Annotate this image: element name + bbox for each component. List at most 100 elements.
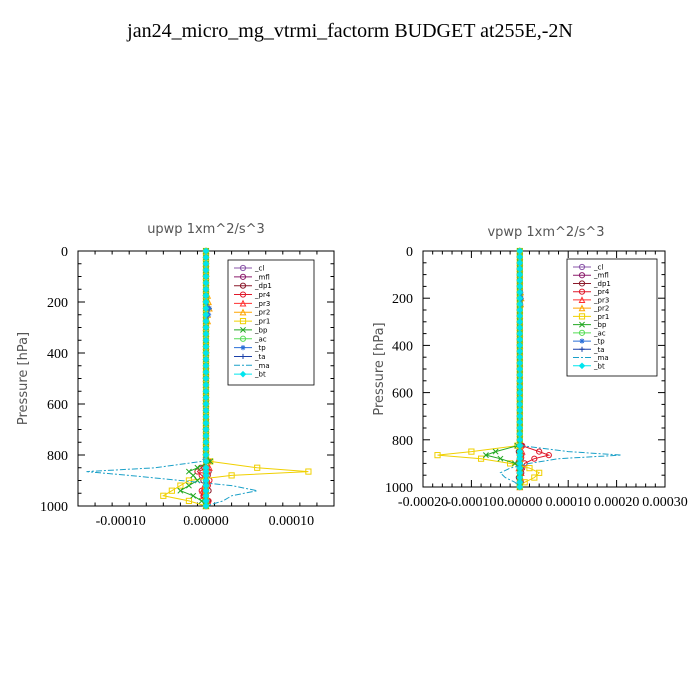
series-point [507,460,514,467]
legend-label: _dp1 [254,282,272,290]
series-point [177,487,184,494]
series-point [531,474,538,481]
legend-label: _ta [593,346,605,354]
series-point [202,330,210,338]
series-point [202,356,210,363]
legend-label: _mfl [593,272,609,280]
legend-label: _pr4 [593,288,610,296]
legend-marker [240,353,246,360]
y-tick-label: 400 [47,347,68,362]
series-line [519,251,551,487]
legend-label: _cl [593,264,603,272]
y-tick-label: 1000 [385,481,413,496]
legend-label: _mfl [254,273,270,281]
series-point [202,298,210,306]
series-point [254,464,261,471]
series-point [168,487,175,494]
series-point [536,469,543,476]
series-point [202,375,210,382]
series-point [202,273,210,280]
legend-marker [578,362,586,370]
series-point [185,477,193,484]
legend: _cl_mfl_dp1_pr4_pr3_pr2_pr1_bp_ac_tp_ta_… [566,258,658,377]
series-point [202,305,210,312]
series-bt [202,247,210,510]
legend-label: _ac [254,335,267,343]
y-tick-label: 600 [392,387,413,402]
series-point [202,292,210,299]
series-point [177,482,184,489]
legend-label: _tp [254,344,266,352]
series-point [190,472,197,479]
legend-marker [239,291,247,298]
legend-label: _pr2 [593,305,609,313]
legend-label: _cl [254,265,264,273]
legend-marker [578,280,586,287]
series-point [202,419,210,427]
series-point [202,324,210,331]
series-point [305,468,312,475]
legend-marker [579,338,585,344]
series-point [202,502,210,510]
series-point [492,448,499,455]
legend-label: _bp [593,321,607,329]
legend-label: _pr2 [254,309,270,317]
legend-marker [239,317,247,325]
series-bt [516,247,524,491]
legend-label: _tp [593,338,605,346]
legend-marker [578,296,586,304]
series-point [202,343,210,350]
legend-marker [239,264,247,272]
series-point [202,247,210,255]
series-point [160,492,167,499]
y-tick-label: 800 [392,434,413,449]
legend-label: _pr3 [593,296,609,304]
legend-label: _pr1 [593,313,609,321]
legend-label: _bt [593,362,605,370]
series-point [202,394,210,401]
legend-marker [579,346,585,352]
series-point [202,400,210,408]
legend-marker [239,273,247,280]
legend-label: _bt [254,371,266,379]
x-tick-label: 0.00010 [545,495,591,510]
legend-marker [239,299,247,307]
series-point [202,349,210,357]
legend-marker [239,282,247,289]
series-point [497,455,504,462]
series-point [202,426,210,433]
legend-label: _pr4 [254,291,271,299]
figure-title: jan24_micro_mg_vtrmi_factorm BUDGET at25… [127,20,573,42]
panel-title: vpwp 1xm^2/s^3 [487,225,604,240]
y-tick-label: 200 [47,296,68,311]
y-tick-label: 800 [47,449,68,464]
legend-marker [578,329,586,336]
legend-marker [578,272,586,279]
series-point [202,407,210,414]
legend-marker [578,304,586,312]
series-point [202,311,210,319]
series-point [512,460,518,467]
series-point [536,448,543,455]
legend-label: _pr1 [254,318,270,326]
y-tick-label: 0 [61,245,68,260]
series-point [202,279,210,287]
series-point [202,317,210,325]
x-tick-label: 0.00010 [269,514,315,529]
series-point [228,472,235,479]
legend-label: _ma [593,354,609,362]
panel-2: vpwp 1xm^2/s^3 Pressure [hPa] 0 200 400 600 80… [372,225,688,510]
legend-marker [239,308,247,316]
x-tick-label: 0.00020 [594,495,640,510]
legend-label: _ac [593,329,606,337]
series-point [202,260,210,268]
series-point [202,458,210,465]
series-point [206,305,213,311]
legend-label: _ta [254,353,266,361]
series-point [468,448,475,455]
series-point [194,464,201,471]
series-point [190,492,197,499]
series-point [185,497,193,504]
legend-marker [579,321,585,328]
